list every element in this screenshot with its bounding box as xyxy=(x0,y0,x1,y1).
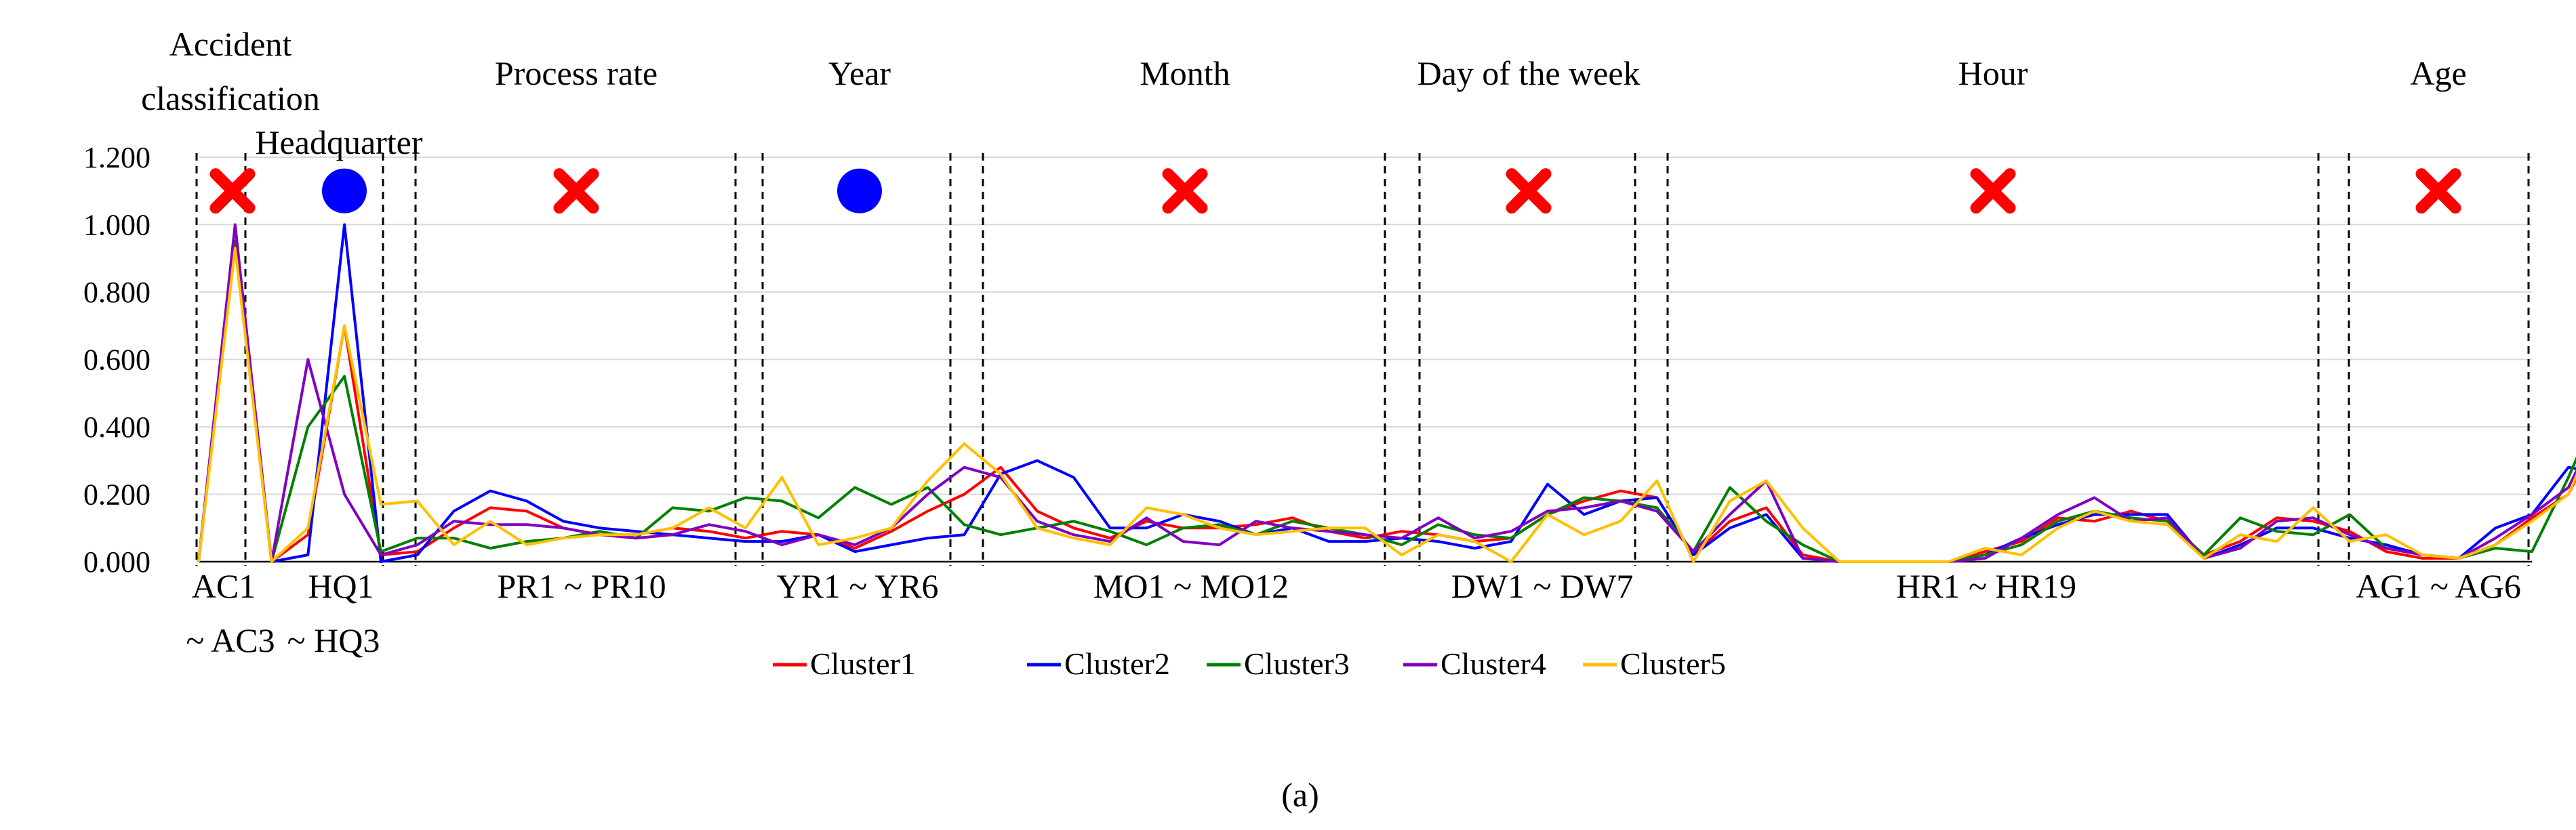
y-tick-label: 0.800 xyxy=(83,276,150,309)
group-range-label: YR1 ~ YR6 xyxy=(776,567,938,605)
group-range-labels: AC1 ~ AC3 HQ1 ~ HQ3 PR1 ~ PR10 YR1 ~ YR6 MO1 ~… xyxy=(186,567,2520,659)
y-tick-label: 1.200 xyxy=(83,141,150,174)
series-line-cluster1 xyxy=(197,240,2576,563)
circle-marker-icon xyxy=(322,168,367,213)
series-line-cluster3 xyxy=(197,240,2576,563)
grid-layer xyxy=(199,157,2532,562)
group-header: Day of the week xyxy=(1417,54,1640,92)
legend-label: Cluster3 xyxy=(1244,646,1350,681)
y-tick-label: 0.000 xyxy=(83,545,150,579)
series-lines xyxy=(197,223,2576,563)
cross-marker-icon xyxy=(1162,168,1208,214)
group-markers xyxy=(209,168,2461,214)
group-range-label: AG1 ~ AG6 xyxy=(2356,567,2521,605)
legend-label: Cluster1 xyxy=(810,646,916,681)
group-header: Hour xyxy=(1958,54,2028,92)
y-tick-label: 1.000 xyxy=(83,209,150,242)
group-range-label: HQ1 xyxy=(308,567,374,605)
cross-marker-icon xyxy=(553,168,599,214)
group-header: Year xyxy=(828,54,891,92)
cross-marker-icon xyxy=(209,168,256,214)
group-range-label: HR1 ~ HR19 xyxy=(1896,567,2076,605)
group-header: Month xyxy=(1140,54,1230,92)
series-line-cluster5 xyxy=(197,247,2576,563)
cross-marker-icon xyxy=(1970,168,2016,214)
legend-label: Cluster4 xyxy=(1441,646,1546,681)
y-tick-label: 0.200 xyxy=(83,478,150,512)
y-tick-label: 0.600 xyxy=(83,344,150,377)
y-axis: 0.000 0.200 0.400 0.600 0.800 1.000 1.200 xyxy=(83,141,2532,579)
group-header: Headquarter xyxy=(255,123,422,161)
group-range-label: ~ HQ3 xyxy=(287,621,380,659)
circle-marker-icon xyxy=(837,168,882,213)
group-range-label: ~ AC3 xyxy=(186,621,275,659)
group-header: Process rate xyxy=(495,54,658,92)
cross-marker-icon xyxy=(1506,168,1552,214)
legend-label: Cluster2 xyxy=(1064,646,1170,681)
group-range-label: PR1 ~ PR10 xyxy=(497,567,666,605)
figure-caption: (a) xyxy=(1281,776,1319,814)
group-header: Accident xyxy=(169,25,292,63)
legend: Cluster1 Cluster2 Cluster3 Cluster4 Cluster5 xyxy=(773,646,1726,681)
group-headers: Accident classification Headquarter Process… xyxy=(141,25,2467,161)
cross-marker-icon xyxy=(2415,168,2461,214)
group-range-label: MO1 ~ MO12 xyxy=(1093,567,1289,605)
group-range-label: AC1 xyxy=(192,567,256,605)
group-header: classification xyxy=(141,79,320,117)
group-dividers xyxy=(195,153,2530,566)
series-line-cluster4 xyxy=(197,223,2576,563)
group-header: Age xyxy=(2410,54,2466,92)
group-range-label: DW1 ~ DW7 xyxy=(1451,567,1634,605)
y-tick-label: 0.400 xyxy=(83,411,150,444)
legend-label: Cluster5 xyxy=(1620,646,1726,681)
series-line-cluster2 xyxy=(197,223,2576,563)
